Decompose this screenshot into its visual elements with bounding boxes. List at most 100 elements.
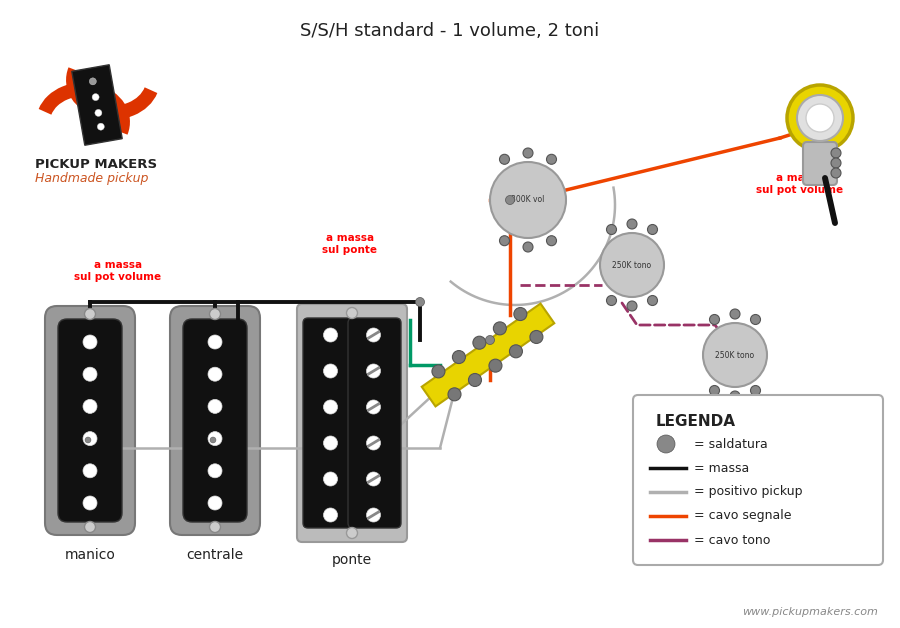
Text: 300K vol: 300K vol [511, 195, 544, 205]
Circle shape [657, 435, 675, 453]
Circle shape [647, 224, 658, 234]
Circle shape [366, 400, 381, 414]
Circle shape [453, 350, 465, 364]
Circle shape [208, 399, 222, 413]
FancyBboxPatch shape [45, 306, 135, 535]
Circle shape [627, 219, 637, 229]
Text: manico: manico [65, 548, 115, 562]
Circle shape [83, 335, 97, 349]
Circle shape [85, 521, 95, 533]
FancyBboxPatch shape [183, 319, 247, 522]
Text: PICKUP MAKERS: PICKUP MAKERS [35, 158, 157, 171]
Circle shape [208, 496, 222, 510]
Circle shape [485, 335, 494, 345]
Text: 250K tono: 250K tono [612, 261, 652, 269]
Circle shape [703, 323, 767, 387]
FancyBboxPatch shape [348, 318, 401, 528]
Text: centrale: centrale [186, 548, 244, 562]
Text: = saldatura: = saldatura [694, 438, 768, 450]
Circle shape [607, 296, 616, 305]
Circle shape [323, 472, 338, 486]
Text: = cavo segnale: = cavo segnale [694, 509, 791, 522]
Circle shape [92, 94, 99, 100]
Text: a massa
sul pot volume: a massa sul pot volume [756, 173, 843, 195]
Circle shape [346, 528, 357, 538]
Circle shape [83, 431, 97, 446]
Circle shape [523, 148, 533, 158]
Circle shape [210, 437, 216, 443]
Circle shape [323, 508, 338, 522]
Circle shape [323, 364, 338, 378]
Circle shape [489, 359, 502, 372]
Circle shape [416, 298, 425, 306]
Circle shape [709, 386, 719, 396]
Circle shape [210, 308, 220, 320]
Circle shape [546, 154, 556, 165]
Circle shape [83, 399, 97, 413]
Circle shape [730, 391, 740, 401]
Bar [514, 186, 542, 214]
Circle shape [366, 328, 381, 342]
Circle shape [366, 508, 381, 522]
Text: 250K tono: 250K tono [716, 350, 754, 359]
Circle shape [469, 374, 482, 386]
Circle shape [89, 78, 96, 85]
Circle shape [500, 154, 509, 165]
Circle shape [751, 386, 760, 396]
Circle shape [730, 309, 740, 319]
Circle shape [509, 345, 522, 358]
Text: Handmade pickup: Handmade pickup [35, 172, 148, 185]
Circle shape [831, 158, 841, 168]
Circle shape [323, 400, 338, 414]
Bar [721, 341, 749, 369]
Circle shape [627, 301, 637, 311]
Circle shape [523, 242, 533, 252]
Circle shape [208, 367, 222, 381]
Circle shape [493, 322, 507, 335]
Circle shape [83, 464, 97, 478]
Circle shape [366, 436, 381, 450]
Circle shape [83, 496, 97, 510]
Text: S/S/H standard - 1 volume, 2 toni: S/S/H standard - 1 volume, 2 toni [301, 22, 599, 40]
Circle shape [97, 123, 104, 130]
Circle shape [85, 308, 95, 320]
Circle shape [366, 364, 381, 378]
Circle shape [751, 315, 760, 325]
FancyBboxPatch shape [170, 306, 260, 535]
Circle shape [490, 162, 566, 238]
Text: a massa
sul ponte: a massa sul ponte [322, 232, 377, 255]
Circle shape [208, 464, 222, 478]
Circle shape [346, 308, 357, 318]
FancyBboxPatch shape [633, 395, 883, 565]
Circle shape [432, 365, 445, 378]
Circle shape [600, 233, 664, 297]
Circle shape [546, 236, 556, 246]
Circle shape [366, 472, 381, 486]
Circle shape [831, 148, 841, 158]
Circle shape [607, 224, 616, 234]
FancyBboxPatch shape [58, 319, 122, 522]
Polygon shape [422, 303, 554, 406]
Text: = positivo pickup: = positivo pickup [694, 485, 803, 499]
Text: www.pickupmakers.com: www.pickupmakers.com [742, 607, 878, 617]
Circle shape [448, 388, 461, 401]
Circle shape [323, 328, 338, 342]
Text: LEGENDA: LEGENDA [656, 414, 736, 429]
Circle shape [806, 104, 834, 132]
Circle shape [85, 437, 91, 443]
Circle shape [208, 335, 222, 349]
Circle shape [472, 336, 486, 349]
Circle shape [94, 109, 102, 116]
Text: ponte: ponte [332, 553, 372, 567]
Circle shape [797, 95, 843, 141]
Bar [618, 251, 646, 279]
Circle shape [208, 431, 222, 446]
FancyBboxPatch shape [803, 142, 837, 185]
Circle shape [514, 308, 526, 320]
Circle shape [500, 236, 509, 246]
Circle shape [506, 195, 515, 205]
Circle shape [787, 85, 853, 151]
Circle shape [647, 296, 658, 305]
Text: a massa
sul pot volume: a massa sul pot volume [75, 259, 162, 282]
Circle shape [210, 521, 220, 533]
